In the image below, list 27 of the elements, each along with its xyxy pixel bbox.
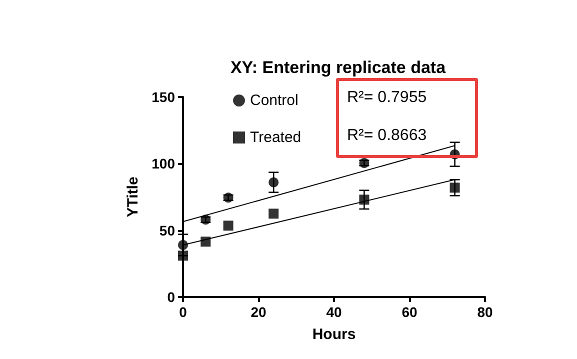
point [178, 240, 188, 250]
chart-title: XY: Entering replicate data [230, 58, 446, 77]
point [200, 214, 211, 225]
outline-box: R²= 0.7955 R²= 0.8663 [336, 78, 478, 158]
point [178, 250, 188, 261]
y-tick-label: 0 [167, 289, 176, 305]
point [359, 194, 370, 205]
annotation: R²= 0.7955 [347, 89, 427, 107]
point [223, 220, 234, 231]
legend-label: Control [250, 92, 298, 109]
annotation: R²= 0.8663 [347, 127, 427, 145]
legend-label: Treated [250, 129, 302, 146]
point [268, 177, 279, 188]
point [268, 208, 279, 219]
x-tick-label: 0 [179, 304, 188, 320]
x-tick-label: 40 [326, 304, 342, 320]
point [223, 192, 234, 203]
x-tick-label: 80 [477, 304, 493, 320]
y-tick-label: 100 [152, 156, 176, 172]
y-axis-title: YTitle [124, 176, 142, 218]
x-axis-title: Hours [312, 326, 356, 343]
y-tick-label: 150 [152, 89, 176, 105]
point [200, 236, 211, 247]
x-tick-label: 60 [402, 304, 418, 320]
y-tick-label: 50 [159, 222, 176, 238]
point [450, 182, 460, 193]
x-tick-label: 20 [250, 304, 266, 320]
